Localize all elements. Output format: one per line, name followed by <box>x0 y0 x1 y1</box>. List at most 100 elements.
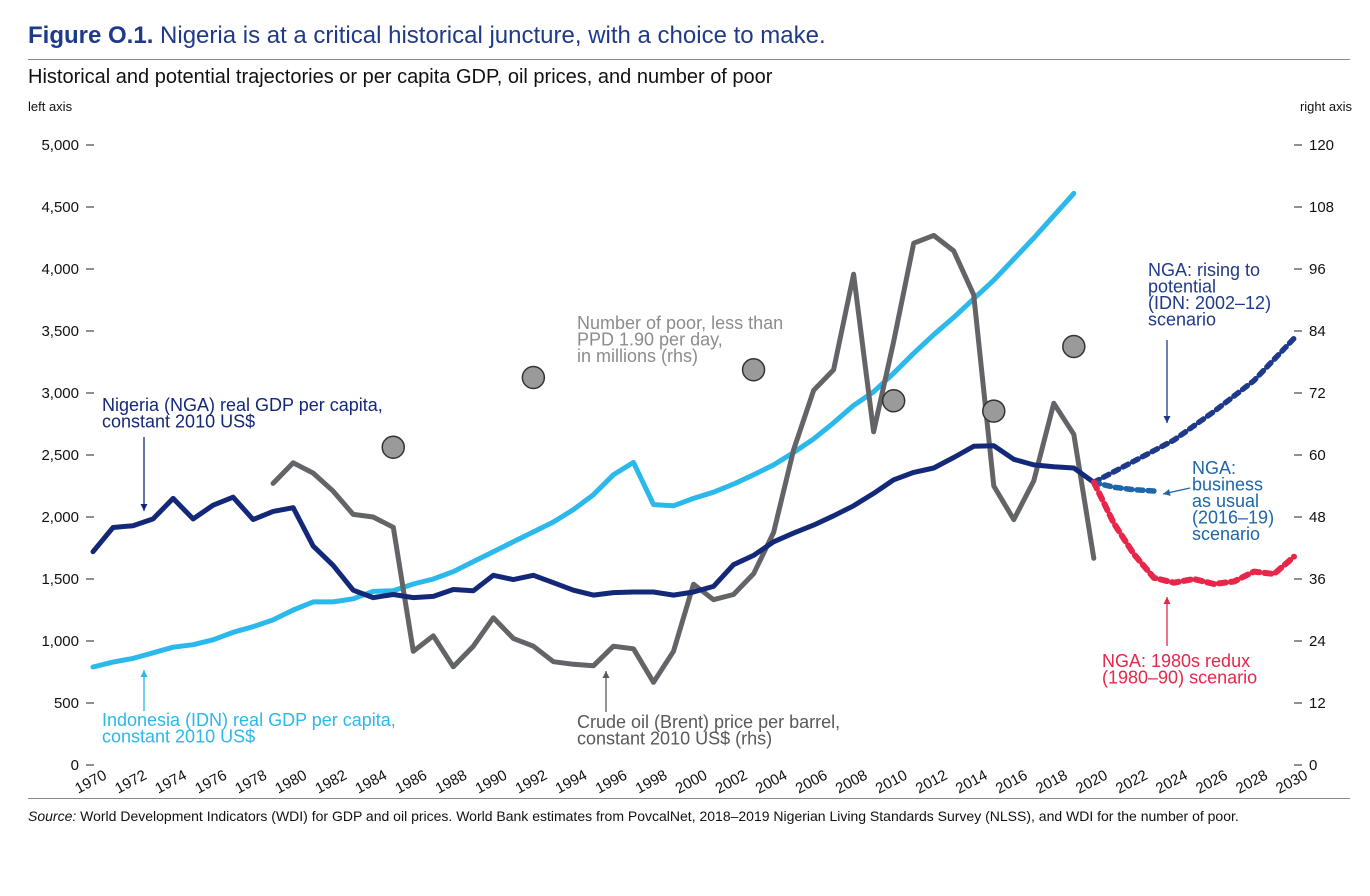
source-label: Source: <box>28 808 77 824</box>
left-tick-label: 5,000 <box>41 137 79 154</box>
annotation-poor-text: Number of poor, less than <box>577 313 783 333</box>
right-tick-label: 96 <box>1309 261 1326 278</box>
x-tick-label: 1972 <box>112 767 149 798</box>
annotation-oil-arrowhead <box>602 671 610 678</box>
left-tick-label: 3,000 <box>41 385 79 402</box>
annotation-nga_potential-arrowhead <box>1163 416 1171 423</box>
poor-dot <box>741 358 766 382</box>
chart-area: 0 500 1,000 1,500 2,000 2,500 3,000 3,500 4,000 4… <box>41 137 1334 798</box>
x-tick-label: 2006 <box>793 767 830 798</box>
left-axis-caption: left axis <box>28 99 73 114</box>
x-tick-label: 1992 <box>513 767 550 798</box>
annotation-nga-arrowhead <box>140 504 148 511</box>
annotation-poor-text: in millions (rhs) <box>577 346 698 366</box>
x-tick-label: 2012 <box>913 767 950 798</box>
x-tick-label: 2030 <box>1273 767 1310 798</box>
right-axis: 0 12 24 36 48 60 72 84 96 108 120 <box>1294 137 1334 774</box>
x-tick-label: 2004 <box>753 767 790 798</box>
left-tick-label: 4,500 <box>41 199 79 216</box>
right-tick-label: 60 <box>1309 447 1326 464</box>
x-tick-label: 2000 <box>673 767 710 798</box>
annotation-nga_potential-text: (IDN: 2002–12) <box>1148 293 1271 313</box>
x-tick-label: 1994 <box>553 767 590 798</box>
annotation-nga_business-text: as usual <box>1192 491 1259 511</box>
left-tick-label: 2,000 <box>41 509 79 526</box>
annotation-nga-text: Nigeria (NGA) real GDP per capita, <box>102 395 383 415</box>
poor-dot <box>521 365 546 390</box>
series-layer <box>90 190 1297 685</box>
annotation-nga-text: constant 2010 US$ <box>102 412 255 432</box>
source-note: Source: World Development Indicators (WD… <box>28 807 1353 825</box>
annotation-idn-text: constant 2010 US$ <box>102 727 255 747</box>
right-tick-label: 84 <box>1309 323 1326 340</box>
x-tick-label: 2002 <box>713 767 750 798</box>
right-tick-label: 108 <box>1309 199 1334 216</box>
annotation-nga_business-text: NGA: <box>1192 458 1236 478</box>
annotation-nga_potential-text: NGA: rising to <box>1148 260 1260 280</box>
right-tick-label: 0 <box>1309 757 1317 774</box>
figure-label: Figure O.1. <box>28 22 154 49</box>
annotation-nga_redux-text: NGA: 1980s redux <box>1102 651 1250 671</box>
annotation-layer: Nigeria (NGA) real GDP per capita,consta… <box>102 260 1274 749</box>
x-tick-label: 1990 <box>472 767 509 798</box>
left-tick-label: 0 <box>71 757 79 774</box>
x-tick-label: 2028 <box>1233 767 1270 798</box>
x-tick-label: 2014 <box>953 767 990 798</box>
poor-dot <box>982 399 1006 423</box>
x-tick-label: 1996 <box>593 767 630 798</box>
poor-dot <box>881 389 906 413</box>
x-tick-label: 1998 <box>633 767 670 798</box>
source-text: World Development Indicators (WDI) for G… <box>76 808 1239 824</box>
x-tick-label: 2010 <box>873 767 910 798</box>
series-idn-line <box>90 190 1077 670</box>
series-oil-line <box>270 232 1097 685</box>
x-tick-label: 1980 <box>272 767 309 798</box>
series-nga_potential-line <box>1091 335 1297 486</box>
right-tick-label: 12 <box>1309 695 1326 712</box>
left-tick-label: 4,000 <box>41 261 79 278</box>
poor-dot <box>1062 334 1086 359</box>
title-divider <box>28 59 1350 60</box>
right-tick-label: 24 <box>1309 633 1326 650</box>
x-tick-label: 2026 <box>1193 767 1230 798</box>
x-tick-label: 1974 <box>152 767 189 798</box>
annotation-nga_redux-arrowhead <box>1163 597 1171 604</box>
left-tick-label: 3,500 <box>41 323 79 340</box>
right-tick-label: 72 <box>1309 385 1326 402</box>
x-tick-label: 2022 <box>1113 767 1150 798</box>
figure-title-text: Nigeria is at a critical historical junc… <box>160 22 826 49</box>
x-tick-label: 2008 <box>833 767 870 798</box>
x-tick-label: 2024 <box>1153 767 1190 798</box>
x-axis: 1970 1972 1974 1976 1978 1980 1982 1984 1986 1988… <box>72 767 1310 798</box>
annotation-nga_potential-text: scenario <box>1148 310 1216 330</box>
left-tick-label: 500 <box>54 695 79 712</box>
source-divider <box>28 798 1350 799</box>
annotation-nga_potential-text: potential <box>1148 277 1216 297</box>
annotation-nga_business-text: scenario <box>1192 524 1260 544</box>
annotation-idn-arrowhead <box>140 670 148 677</box>
series-nga_redux-line <box>1090 479 1297 587</box>
x-tick-label: 2018 <box>1033 767 1070 798</box>
right-tick-label: 36 <box>1309 571 1326 588</box>
left-tick-label: 1,500 <box>41 571 79 588</box>
annotation-nga_business-text: (2016–19) <box>1192 508 1274 528</box>
x-tick-label: 2016 <box>993 767 1030 798</box>
annotation-oil-text: constant 2010 US$ (rhs) <box>577 729 772 749</box>
figure-title: Figure O.1. Nigeria is at a critical his… <box>28 22 826 50</box>
series-nga-line <box>90 443 1097 601</box>
annotation-poor-text: PPD 1.90 per day, <box>577 330 723 350</box>
annotation-idn-text: Indonesia (IDN) real GDP per capita, <box>102 710 396 730</box>
left-tick-label: 2,500 <box>41 447 79 464</box>
x-tick-label: 1984 <box>352 767 389 798</box>
left-tick-label: 1,000 <box>41 633 79 650</box>
x-tick-label: 1986 <box>392 767 429 798</box>
right-tick-label: 120 <box>1309 137 1334 154</box>
annotation-oil-text: Crude oil (Brent) price per barrel, <box>577 712 840 732</box>
x-tick-label: 1982 <box>312 767 349 798</box>
series-nga_business-line <box>1091 479 1157 494</box>
right-axis-caption: right axis <box>1299 99 1352 114</box>
x-tick-label: 1978 <box>232 767 269 798</box>
x-tick-label: 1976 <box>192 767 229 798</box>
figure-subtitle: Historical and potential trajectories or… <box>28 66 773 88</box>
x-tick-label: 1988 <box>432 767 469 798</box>
